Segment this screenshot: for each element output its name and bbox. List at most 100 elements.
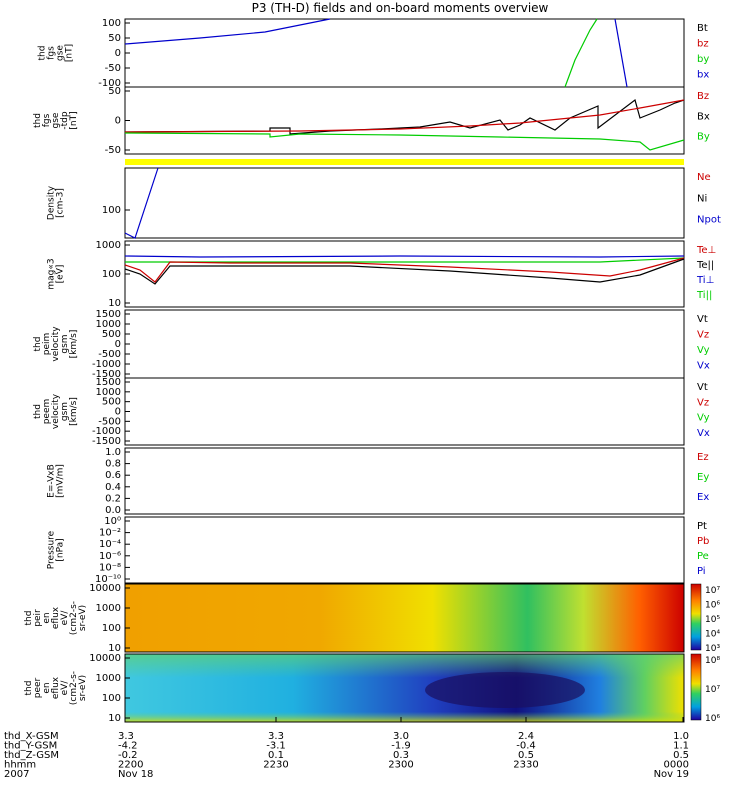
ylabel-fgs-gse: gse <box>56 45 66 61</box>
colorbar-label-electron-spectrogram: 10⁸ <box>705 656 720 666</box>
series-Te-par <box>124 258 685 285</box>
footer-value: Nov 18 <box>118 769 153 780</box>
series-Bx <box>124 98 685 135</box>
ylabel-ion-velocity: gsm <box>60 334 70 353</box>
ylabel-electron-spectrogram: thd <box>24 681 34 696</box>
legend-density: Ne <box>697 172 711 183</box>
ylabel-electron-spectrogram: (cm2-s- <box>69 671 79 705</box>
legend-pressure: Pi <box>697 566 706 577</box>
footer-value: 2.4 <box>518 731 534 742</box>
series-Te-perp <box>124 257 685 283</box>
ylabel-electron-spectrogram: peer <box>33 677 43 698</box>
ytick-fgs-dsl: 0 <box>115 116 121 127</box>
ytick-ion-velocity: -1500 <box>92 369 121 380</box>
footer-value: 3.3 <box>118 731 134 742</box>
ytick-fgs-gse: -50 <box>105 63 121 74</box>
series-By <box>124 132 685 151</box>
ylabel-electron-spectrogram: en <box>42 682 52 693</box>
panel-frame-fgs-tdp <box>124 86 685 155</box>
colorbar-label-ion-spectrogram: 10³ <box>705 644 720 654</box>
ytick-fgs-gse: -100 <box>98 78 121 89</box>
ytick-efield: 0.8 <box>105 459 121 470</box>
ylabel-ion-spectrogram: peir <box>33 609 43 627</box>
ytick-pressure: 10⁰ <box>104 516 121 527</box>
electron-colorbar <box>690 653 702 721</box>
colorbar-label-electron-spectrogram: 10⁶ <box>705 714 720 724</box>
series-Ti-perp <box>124 255 685 258</box>
footer-value: 0.1 <box>268 750 284 761</box>
plot-title: P3 (TH-D) fields and on-board moments ov… <box>252 1 549 15</box>
ytick-electron-velocity: 1500 <box>96 377 121 388</box>
ytick-pressure: 10⁻¹⁰ <box>95 574 121 585</box>
ylabel-electron-velocity: [km/s] <box>69 397 79 426</box>
ylabel-temperature: mag«3 <box>47 258 57 289</box>
legend-ion-velocity: Vt <box>697 314 708 325</box>
ytick-density: 100 <box>102 205 121 216</box>
ytick-ion-velocity: 0 <box>115 339 121 350</box>
ytick-electron-velocity: -500 <box>98 416 121 427</box>
legend-pressure: Pe <box>697 551 709 562</box>
ytick-electron-spectrogram: 1000 <box>96 673 121 684</box>
ytick-fgs-gse: 0 <box>115 48 121 59</box>
ylabel-fgs-dsl: [nT] <box>69 111 79 129</box>
footer-value: 2230 <box>263 760 288 771</box>
footer-value: 0.5 <box>673 750 689 761</box>
ylabel-electron-velocity: peem <box>42 399 52 425</box>
ylabel-ion-velocity: peim <box>42 333 52 356</box>
ion-colorbar <box>690 583 702 651</box>
ytick-efield: 0.2 <box>105 493 121 504</box>
series-Bz <box>124 99 685 133</box>
ytick-electron-velocity: 500 <box>102 397 121 408</box>
ytick-ion-velocity: -1000 <box>92 359 121 370</box>
legend-fgs-gse: bz <box>697 39 709 50</box>
footer-value: -0.2 <box>118 750 138 761</box>
footer-value: -0.4 <box>516 741 536 752</box>
colorbar-label-ion-spectrogram: 10⁵ <box>705 615 720 625</box>
panel-frame-electron-velocity <box>124 377 685 446</box>
ylabel-fgs-dsl: thd <box>33 113 43 128</box>
ylabel-fgs-dsl: -tdp <box>60 111 70 129</box>
legend-electron-velocity: Vt <box>697 382 708 393</box>
footer-value: 2200 <box>118 760 143 771</box>
ylabel-ion-spectrogram: thd <box>24 611 34 626</box>
footer-row-label: 2007 <box>4 769 29 780</box>
ytick-efield: 1.0 <box>105 447 121 458</box>
ylabel-ion-spectrogram: en <box>42 612 52 623</box>
legend-fgs-dsl: Bz <box>697 91 709 102</box>
ylabel-electron-spectrogram: eV/ <box>60 680 70 696</box>
quality-flag-bar <box>125 159 684 165</box>
data-curves <box>124 18 685 285</box>
ylabel-efield: E=-VxB <box>47 464 57 498</box>
panel-frame-temperature <box>124 240 685 308</box>
legend-temperature: Ti⊥ <box>696 275 714 286</box>
ylabel-ion-spectrogram: sr-eV) <box>78 605 88 631</box>
footer-value: 1.0 <box>673 731 689 742</box>
electron-spectrogram-overlay <box>125 654 684 722</box>
footer-value: 2300 <box>388 760 413 771</box>
colorbar-label-electron-spectrogram: 10⁷ <box>705 685 720 695</box>
ytick-ion-spectrogram: 10 <box>108 643 121 654</box>
ytick-temperature: 1000 <box>96 240 121 251</box>
ytick-efield: 0.4 <box>105 482 121 493</box>
ylabel-fgs-gse: [nT] <box>65 44 75 62</box>
footer-value: 2330 <box>513 760 538 771</box>
ytick-electron-velocity: 1000 <box>96 387 121 398</box>
ylabel-ion-spectrogram: eV/ <box>60 610 70 626</box>
legend-efield: Ey <box>697 472 709 483</box>
series-bx <box>124 18 331 45</box>
ylabel-density: Density <box>47 185 57 220</box>
ylabel-electron-velocity: thd <box>33 404 43 419</box>
colorbar-label-ion-spectrogram: 10⁶ <box>705 601 720 611</box>
ylabel-density: [cm-3] <box>56 188 66 218</box>
ytick-pressure: 10⁻² <box>99 528 121 539</box>
legend-pressure: Pb <box>697 536 709 547</box>
ylabel-electron-spectrogram: eflux <box>51 676 61 699</box>
ytick-fgs-gse: 100 <box>102 18 121 29</box>
ylabel-fgs-gse: fgs <box>47 46 57 60</box>
panel-frame-pressure <box>124 516 685 584</box>
ytick-electron-spectrogram: 10 <box>108 713 121 724</box>
legend-efield: Ez <box>697 452 709 463</box>
ylabel-pressure: [nPa] <box>56 538 66 561</box>
legend-ion-velocity: Vy <box>697 345 710 356</box>
ylabel-ion-velocity: [km/s] <box>69 330 79 359</box>
